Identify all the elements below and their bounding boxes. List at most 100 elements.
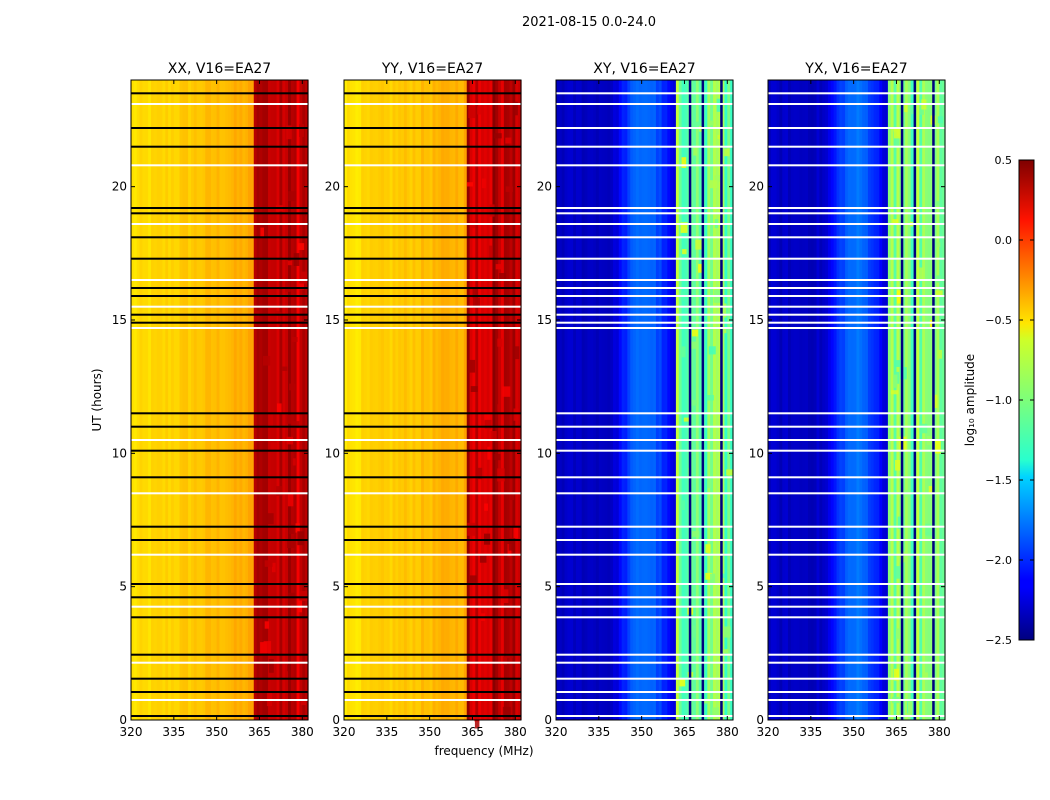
band-feature [506, 609, 512, 619]
spectrum-column [270, 80, 275, 720]
spectrum-column [381, 80, 385, 720]
flagged-row [556, 212, 733, 215]
band-feature [299, 124, 304, 137]
band-feature [708, 346, 716, 355]
flagged-channel [720, 80, 723, 720]
spectrum-column [635, 80, 640, 720]
spectrum-column [268, 80, 272, 720]
spectrum-column [556, 80, 560, 720]
band-feature [726, 469, 733, 476]
flagged-row [768, 287, 945, 289]
flagged-row [344, 279, 521, 281]
spectrum-column [836, 80, 840, 720]
spectrum-column [406, 80, 411, 720]
spectrum-column [361, 80, 365, 720]
flagged-row [768, 207, 945, 209]
spectrum-column [458, 80, 462, 720]
band-feature [894, 460, 901, 471]
flagged-row [768, 164, 945, 167]
figure-title: 2021-08-15 0.0-24.0 [522, 15, 656, 30]
spectrum-column [153, 80, 158, 720]
colorbar-tick-label: −1.0 [985, 394, 1012, 407]
flagged-row [131, 677, 308, 680]
spectrum-column [850, 80, 855, 720]
band-feature [890, 390, 899, 395]
flagged-row [131, 313, 308, 316]
flagged-row [131, 145, 308, 148]
spectrum-column [653, 80, 657, 720]
band-feature [692, 329, 698, 337]
spectrum-column [253, 80, 258, 720]
flagged-row [131, 279, 308, 281]
spectrum-column [495, 80, 499, 720]
flagged-row [131, 257, 308, 260]
x-tick-label: 320 [333, 725, 356, 739]
band-feature [474, 715, 480, 729]
spectrum-column [587, 80, 591, 720]
flagged-row [768, 596, 945, 599]
spectrum-column [799, 80, 803, 720]
spectrum-column [355, 80, 359, 720]
spectrum-column [486, 80, 491, 720]
band-feature [514, 346, 520, 360]
spectrum-column [193, 80, 198, 720]
spectrum-column [421, 80, 425, 720]
flagged-row [768, 145, 945, 148]
flagged-row [556, 583, 733, 585]
flagged-row [768, 449, 945, 452]
colorbar-tick-label: 0.0 [995, 234, 1013, 247]
spectrum-column [561, 80, 566, 720]
spectrum-column [673, 80, 677, 720]
spectrum-column [392, 80, 396, 720]
x-tick-label: 335 [587, 725, 610, 739]
x-tick-label: 380 [928, 725, 951, 739]
band-feature [895, 628, 902, 639]
flagged-row [768, 699, 945, 701]
flagged-row [556, 492, 733, 495]
spectrum-column [190, 80, 195, 720]
flagged-row [344, 605, 521, 608]
band-feature [703, 699, 708, 704]
spectrum-column [415, 80, 419, 720]
spectrum-column [667, 80, 671, 720]
flagged-row [131, 596, 308, 599]
band-feature [468, 359, 476, 373]
band-feature [470, 386, 478, 392]
band-feature [468, 105, 476, 119]
band-feature [493, 133, 502, 139]
spectrum-column [607, 80, 611, 720]
flagged-row [768, 279, 945, 281]
band-feature [916, 666, 920, 672]
spectrum-column [650, 80, 654, 720]
flagged-row [131, 92, 308, 95]
spectrum-column [259, 80, 263, 720]
flagged-row [344, 412, 521, 415]
flagged-row [556, 425, 733, 428]
spectrum-column [787, 80, 792, 720]
band-feature [682, 249, 687, 255]
band-feature [707, 477, 712, 489]
spectrum-column [768, 80, 772, 720]
band-feature [295, 523, 300, 533]
spectrum-column [684, 80, 688, 720]
flagged-row [344, 236, 521, 239]
spectrum-column [182, 80, 186, 720]
spectrum-column [299, 80, 303, 720]
spectrum-column [601, 80, 606, 720]
spectrum-column [509, 80, 514, 720]
flagged-row [556, 653, 733, 656]
spectrum-column [661, 80, 666, 720]
colorbar-tick-label: 0.5 [995, 154, 1013, 167]
spectrum-column [647, 80, 651, 720]
spectrum-column [558, 80, 563, 720]
x-tick-label: 365 [248, 725, 271, 739]
band-feature [501, 589, 509, 603]
band-feature [298, 283, 305, 290]
spectrum-column [779, 80, 783, 720]
spectrum-column [624, 80, 628, 720]
x-tick-label: 365 [673, 725, 696, 739]
flagged-row [556, 677, 733, 680]
band-feature [287, 260, 293, 266]
spectrum-column [196, 80, 201, 720]
flagged-row [556, 223, 733, 225]
